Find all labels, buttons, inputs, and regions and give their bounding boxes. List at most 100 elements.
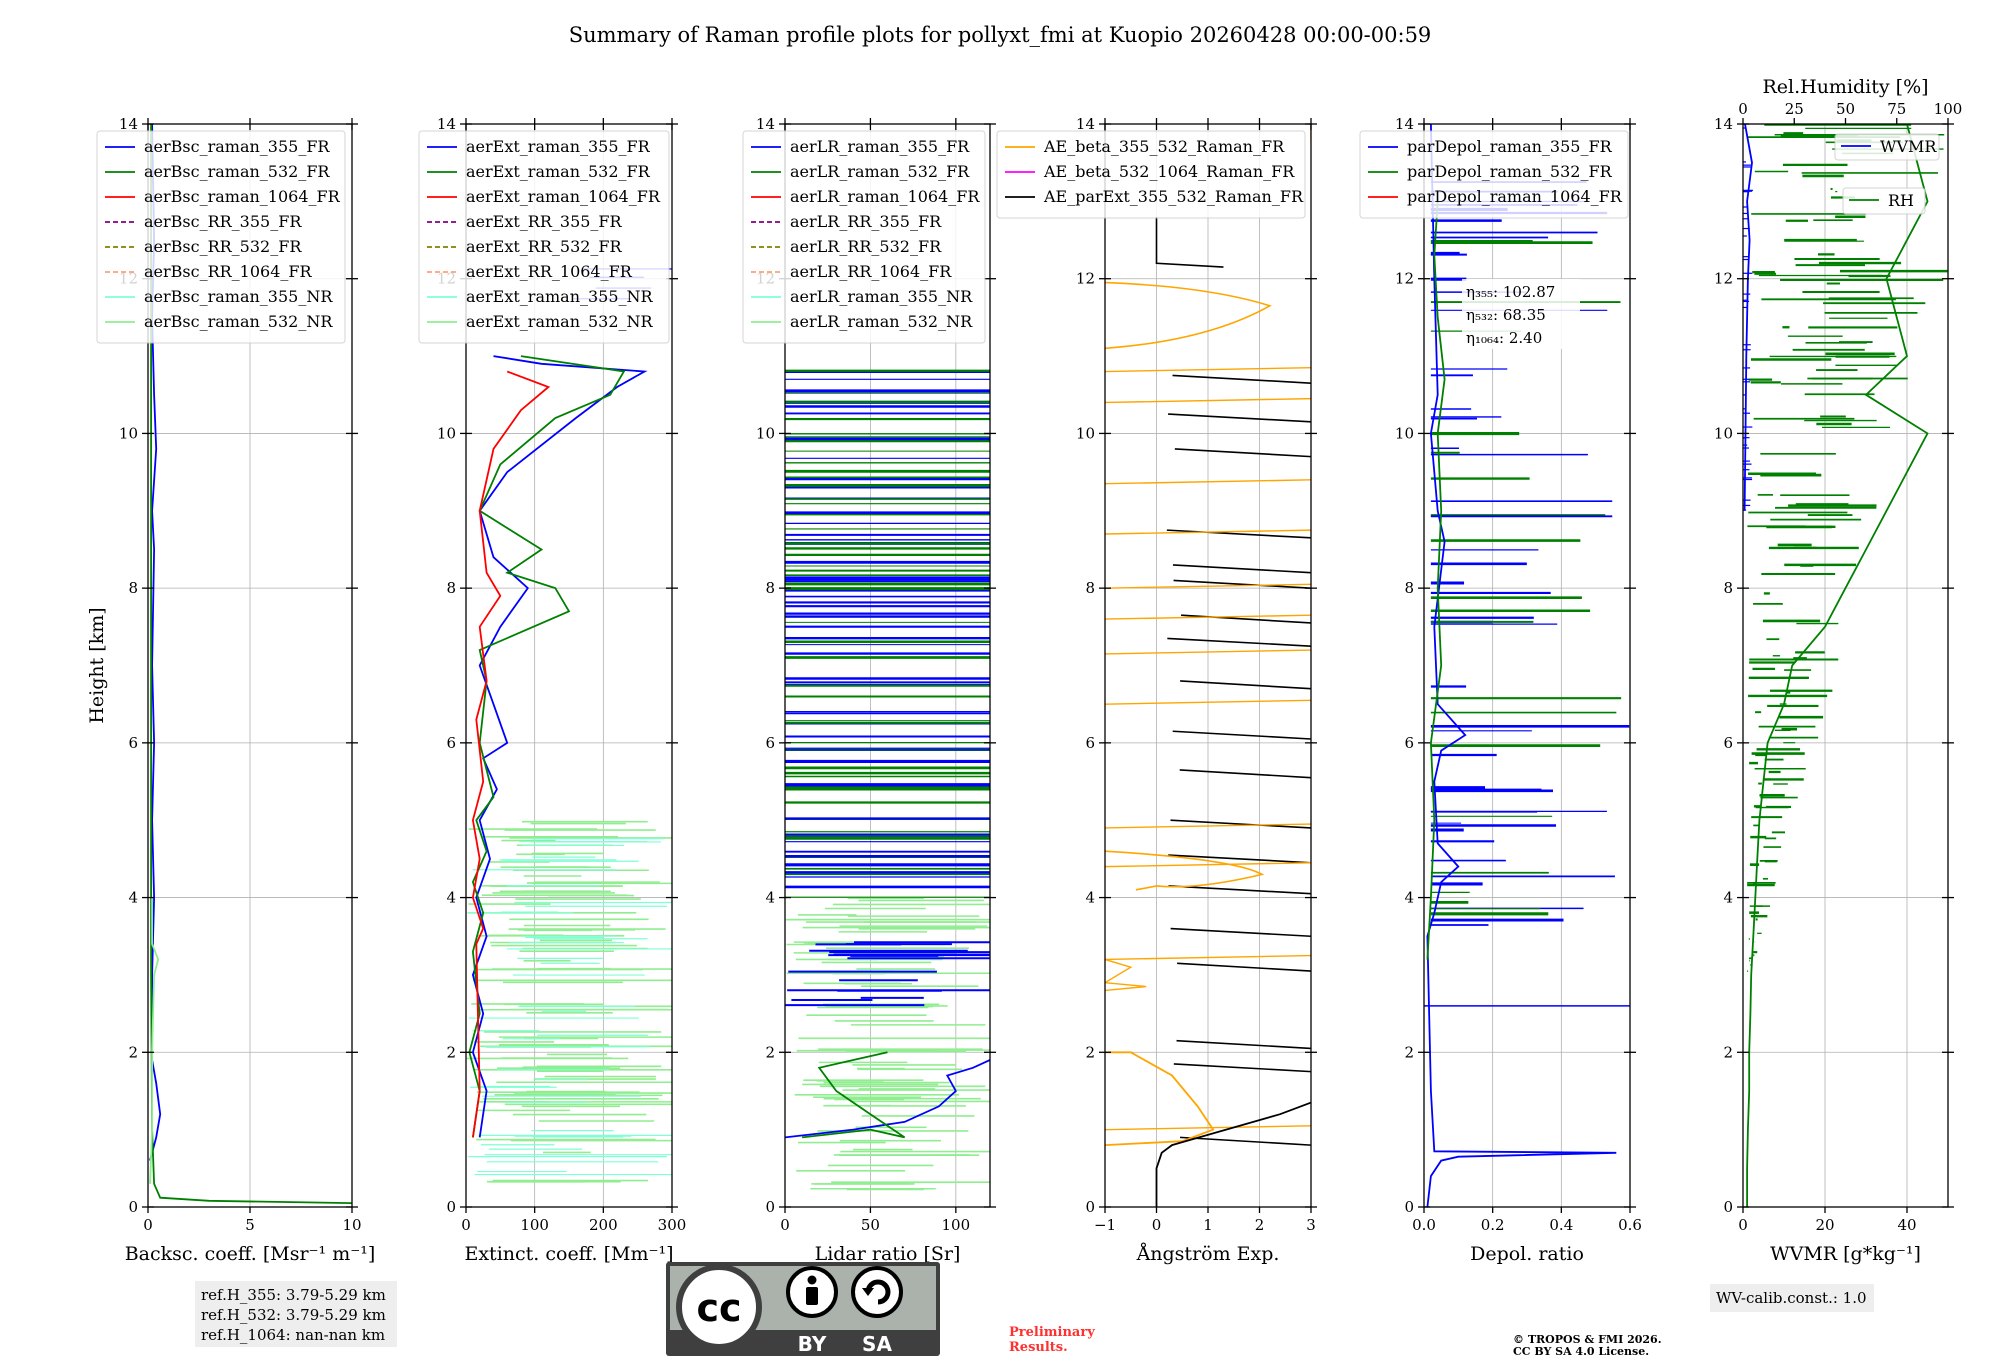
ref-height-532: ref.H_532: 3.79-5.29 km	[201, 1306, 386, 1324]
angstrom-curve	[1105, 850, 1265, 891]
legend: aerExt_raman_355_FR aerExt_raman_532_FRae…	[418, 130, 670, 344]
share-alike-arrowhead-glyph	[862, 1288, 874, 1296]
legend-box	[1842, 187, 1926, 215]
angstrom-streak	[1181, 614, 1311, 624]
legend-label: aerLR_raman_355_FR	[790, 137, 970, 156]
y-tick-label: 0	[765, 1198, 775, 1216]
x-tick-label: 0.6	[1618, 1216, 1642, 1234]
series-line-parDepol_raman_355_FR	[1426, 124, 1617, 1207]
angstrom-streak	[1173, 1063, 1311, 1073]
data-marks	[1105, 124, 1311, 1207]
legend-label: aerBsc_raman_532_NR	[144, 312, 333, 331]
legend-box	[1834, 133, 1940, 161]
x-tick-label: 5	[245, 1216, 255, 1234]
legend-label: aerExt_raman_1064_FR	[466, 187, 661, 206]
ref-heights-box: ref.H_355: 3.79-5.29 km ref.H_532: 3.79-…	[195, 1281, 397, 1347]
legend-box	[996, 130, 1306, 219]
y-tick-label: 10	[119, 424, 138, 442]
legend-label: aerLR_RR_532_FR	[790, 237, 942, 256]
ref-heights-background	[195, 1281, 397, 1347]
legend-label: aerBsc_RR_1064_FR	[144, 262, 313, 281]
legend-label: aerExt_raman_532_NR	[466, 312, 654, 331]
y-axis-label: Height [km]	[86, 607, 108, 723]
y-tick-label: 8	[1085, 579, 1095, 597]
legend-label: aerExt_raman_532_FR	[466, 162, 651, 181]
results-label: Results.	[1009, 1340, 1068, 1355]
data-marks	[1424, 124, 1630, 1207]
y-tick-label: 10	[437, 424, 456, 442]
badge-by-text: BY	[798, 1332, 827, 1356]
angstrom-streak	[1179, 769, 1311, 779]
angstrom-streak	[1105, 397, 1311, 404]
top-x-tick-label: 75	[1887, 100, 1906, 118]
legend: aerLR_raman_355_FR aerLR_raman_532_FR aerL…	[742, 130, 986, 344]
angstrom-curve	[1155, 216, 1224, 268]
panel-lr: 02468101214050100Lidar ratio [Sr]aerLR_r…	[742, 115, 996, 1265]
series-line-AE_beta_355_532_Raman_FR	[1105, 1051, 1215, 1146]
y-tick-label: 6	[128, 734, 138, 752]
angstrom-streak	[1168, 885, 1311, 895]
wv-calib-text: WV-calib.const.: 1.0	[1716, 1289, 1867, 1307]
annotation-line: η₅₃₂: 68.35	[1466, 306, 1546, 324]
gridlines	[1104, 123, 1312, 1208]
angstrom-streak	[1105, 479, 1311, 485]
copyright-line: © TROPOS & FMI 2026.	[1513, 1333, 1662, 1346]
x-axis-label: Backsc. coeff. [Msr⁻¹ m⁻¹]	[125, 1243, 376, 1265]
legend-label: aerBsc_raman_532_FR	[144, 162, 330, 181]
x-tick-label: 3	[1306, 1216, 1316, 1234]
x-tick-label: 2	[1255, 1216, 1265, 1234]
ref-height-1064: ref.H_1064: nan-nan km	[201, 1326, 385, 1344]
person-body-glyph	[806, 1287, 818, 1305]
legend-label: aerLR_RR_1064_FR	[790, 262, 952, 281]
panel-wv: 0 2 4 6 8 10 12 14 0 20 40 WVMR [g*kg⁻¹] 0 25 50 75 100 R…	[1714, 76, 1962, 1265]
series-line-WVMR	[1743, 124, 1753, 511]
angstrom-streak	[1105, 529, 1311, 535]
legend-label: WVMR	[1880, 137, 1937, 156]
angstrom-streak	[1105, 649, 1311, 655]
legend-label: aerBsc_raman_355_FR	[144, 137, 330, 156]
legend-label: aerBsc_raman_355_NR	[144, 287, 333, 306]
y-tick-label: 0	[446, 1198, 456, 1216]
data-marks	[1743, 124, 1948, 1207]
legend-label: aerExt_RR_532_FR	[466, 237, 623, 256]
y-tick-label: 0	[128, 1198, 138, 1216]
series-line-aerExt_raman_1064_FR	[471, 370, 551, 1138]
data-marks	[149, 124, 352, 1204]
legend-label: aerLR_RR_355_FR	[790, 212, 942, 231]
angstrom-streak	[1174, 448, 1311, 458]
share-alike-icon	[851, 1266, 903, 1318]
y-tick-label: 4	[446, 889, 456, 907]
y-tick-label: 2	[1723, 1043, 1733, 1061]
angstrom-curve	[1105, 958, 1147, 992]
y-tick-label: 14	[1395, 115, 1414, 133]
x-axis-label: WVMR [g*kg⁻¹]	[1770, 1243, 1921, 1265]
legend-rh: RH	[1842, 187, 1926, 215]
x-tick-label: 40	[1897, 1216, 1916, 1234]
x-axis-label: Extinct. coeff. [Mm⁻¹]	[464, 1243, 673, 1265]
y-tick-label: 4	[1723, 889, 1733, 907]
annotation-box	[1462, 279, 1580, 349]
axes-frame	[465, 123, 673, 1208]
legend-label: AE_parExt_355_532_Raman_FR	[1043, 187, 1304, 206]
series-line-aerExt_raman_355_FR	[471, 355, 648, 1138]
legend-label: aerLR_raman_1064_FR	[790, 187, 980, 206]
wv-calib-box: WV-calib.const.: 1.0	[1710, 1284, 1874, 1312]
x-tick-label: 0.4	[1549, 1216, 1573, 1234]
x-tick-label: −1	[1094, 1216, 1116, 1234]
legend-label: aerLR_raman_532_FR	[790, 162, 970, 181]
angstrom-streak	[1172, 564, 1311, 574]
angstrom-streak	[1168, 854, 1311, 864]
series-line-aerBsc_raman_532_NR	[149, 897, 160, 1184]
y-tick-label: 4	[1404, 889, 1414, 907]
share-alike-arrow-glyph	[865, 1279, 891, 1305]
person-head-glyph	[807, 1275, 817, 1285]
legend-label: aerExt_raman_355_FR	[466, 137, 651, 156]
top-x-tick-label: 25	[1785, 100, 1804, 118]
angstrom-streak	[1105, 823, 1311, 829]
angstrom-streak	[1180, 680, 1311, 690]
panel-ext: 024681012140100200300Extinct. coeff. [Mm…	[418, 115, 686, 1265]
legend-box	[742, 130, 986, 344]
x-axis-label: Ångström Exp.	[1136, 1243, 1280, 1265]
